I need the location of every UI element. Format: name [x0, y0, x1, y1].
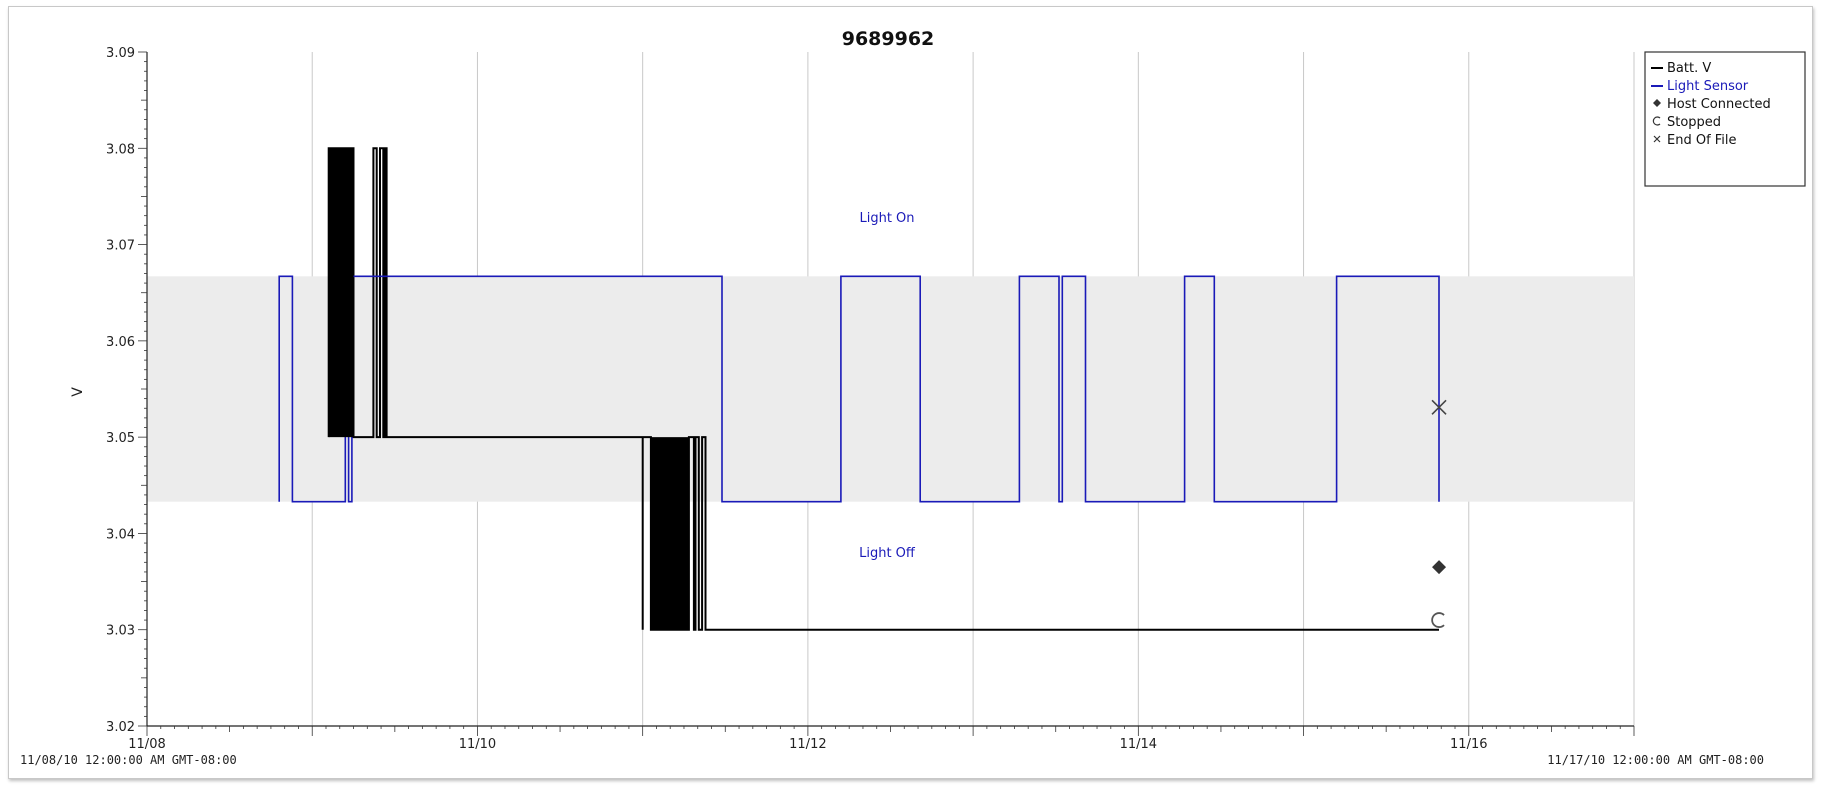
- x-tick-label: 11/10: [459, 737, 496, 752]
- batt-v-dense-block: [650, 437, 689, 630]
- stopped-icon: [1652, 116, 1661, 126]
- end-of-file-icon: [1653, 135, 1661, 143]
- legend-label: Batt. V: [1667, 61, 1711, 76]
- band-label-off: Light Off: [859, 546, 916, 561]
- x-start-label: 11/08/10 12:00:00 AM GMT-08:00: [20, 753, 237, 767]
- legend-box: [1644, 51, 1806, 187]
- host-connected-icon: [1653, 99, 1661, 107]
- band-label-on: Light On: [859, 211, 914, 226]
- y-tick-label: 3.04: [106, 527, 135, 542]
- end-of-file-marker: [1431, 399, 1447, 415]
- y-axis-label: V: [70, 387, 86, 397]
- legend: Batt. V Light Sensor Host Connected Stopped…: [1644, 51, 1806, 187]
- legend-label: Stopped: [1667, 115, 1721, 130]
- x-tick-label: 11/12: [789, 737, 826, 752]
- y-tick-label: 3.07: [106, 239, 135, 254]
- x-end-label: 11/17/10 12:00:00 AM GMT-08:00: [1547, 753, 1764, 767]
- series-layer: [278, 147, 1440, 631]
- y-tick-label: 3.02: [106, 720, 135, 735]
- x-tick-label: 11/16: [1450, 737, 1487, 752]
- event-markers: [1431, 399, 1447, 628]
- axes: 3.02 3.03 3.04 3.05 3.06 3.07 3.08 3.09 11/08 11/…: [106, 46, 1635, 752]
- light-band-rect: [147, 276, 1634, 502]
- series-line-batt-v: [327, 147, 1439, 631]
- legend-label: End Of File: [1667, 133, 1737, 148]
- chart-title: 9689962: [842, 28, 935, 50]
- x-tick-label: 11/14: [1120, 737, 1157, 752]
- host-connected-marker: [1432, 560, 1447, 575]
- y-tick-label: 3.06: [106, 335, 135, 350]
- y-tick-label: 3.05: [106, 431, 135, 446]
- y-tick-label: 3.09: [106, 46, 135, 61]
- y-tick-label: 3.08: [106, 142, 135, 157]
- x-tick-label: 11/08: [128, 737, 165, 752]
- batt-v-dense-block: [328, 148, 354, 438]
- y-tick-label: 3.03: [106, 624, 135, 639]
- stopped-marker: [1431, 612, 1445, 628]
- legend-label: Host Connected: [1667, 97, 1771, 112]
- light-band: [147, 276, 1634, 502]
- legend-label: Light Sensor: [1667, 79, 1749, 94]
